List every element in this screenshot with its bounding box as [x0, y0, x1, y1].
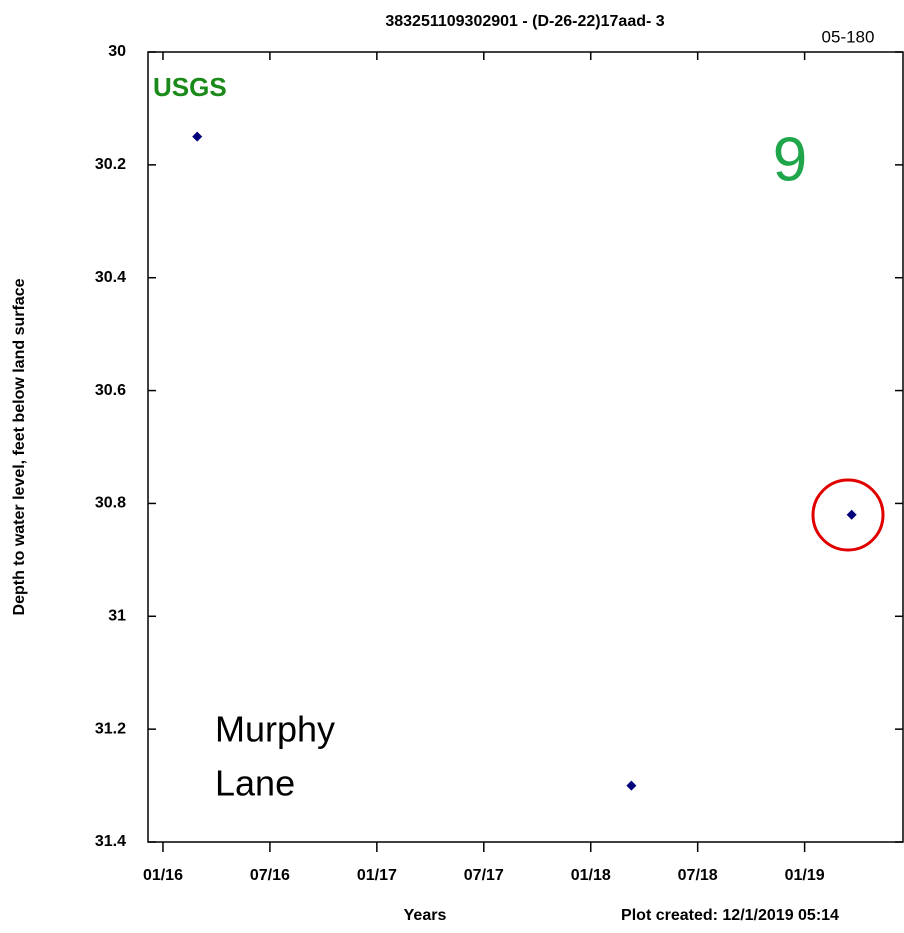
footer: Plot created: 12/1/2019 05:14 — [621, 907, 839, 924]
data-point — [846, 509, 857, 520]
y-tick-label: 30.8 — [95, 495, 126, 512]
data-point — [626, 780, 637, 791]
x-tick-label: 01/19 — [785, 867, 825, 884]
x-axis-label: Years — [404, 907, 447, 924]
site-number: 9 — [773, 125, 807, 194]
y-tick-label: 30.2 — [95, 156, 126, 173]
x-tick-label: 07/17 — [464, 867, 504, 884]
location-label: Lane — [215, 763, 295, 804]
y-tick-label: 31.2 — [95, 720, 126, 737]
y-tick-label: 31.4 — [95, 833, 126, 850]
y-tick-label: 30 — [108, 43, 126, 60]
x-tick-label: 01/17 — [357, 867, 397, 884]
x-tick-label: 01/16 — [143, 867, 183, 884]
y-tick-label: 30.6 — [95, 382, 126, 399]
plot-frame — [147, 51, 904, 843]
data-point — [192, 131, 203, 142]
chart-title: 383251109302901 - (D-26-22)17aad- 3 — [385, 13, 664, 30]
x-tick-label: 07/18 — [678, 867, 718, 884]
y-tick-label: 30.4 — [95, 269, 126, 286]
highlight-circle — [811, 478, 885, 552]
agency-label: USGS — [153, 72, 227, 102]
location-label: Murphy — [215, 709, 335, 750]
y-axis-label: Depth to water level, feet below land su… — [11, 278, 28, 615]
x-tick-label: 07/16 — [250, 867, 290, 884]
corner-label: 05-180 — [822, 27, 875, 46]
y-tick-label: 31 — [108, 608, 126, 625]
x-tick-label: 01/18 — [571, 867, 611, 884]
